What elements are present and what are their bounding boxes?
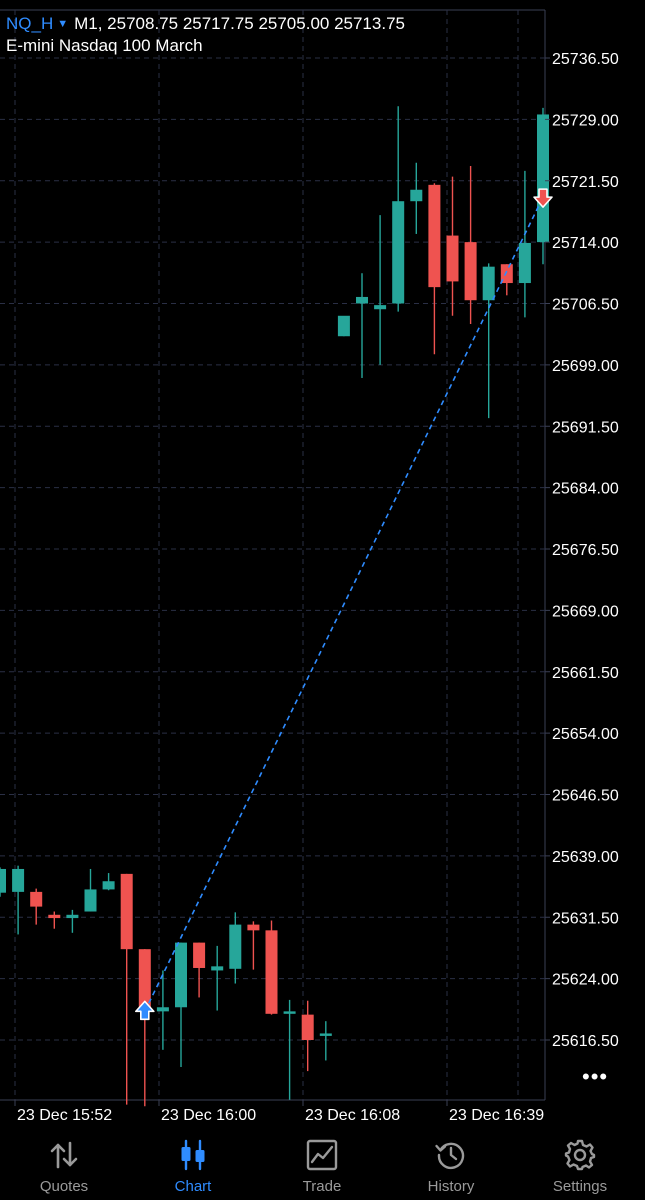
- candle-body: [0, 868, 6, 893]
- price-tick-label: 25639.00: [552, 849, 619, 866]
- price-tick-label: 25706.50: [552, 297, 619, 314]
- chart-area[interactable]: 25736.50 25729.00 25721.50 25714.00 25706.50…: [0, 0, 645, 1132]
- candle-body: [84, 889, 97, 912]
- sell-arrow-icon: [533, 188, 553, 208]
- time-tick-label: 23 Dec 16:08: [305, 1107, 400, 1124]
- candle-body: [175, 942, 187, 1008]
- time-tick-label: 23 Dec 15:52: [17, 1107, 112, 1124]
- candle-body: [446, 235, 459, 282]
- candle-body: [518, 242, 531, 284]
- tab-trade[interactable]: Trade: [267, 1132, 377, 1200]
- tab-label: History: [427, 1178, 475, 1195]
- time-tick-label: 23 Dec 16:00: [161, 1107, 256, 1124]
- tab-history[interactable]: History: [396, 1132, 506, 1200]
- grid: [0, 9, 546, 1101]
- price-tick-label: 25699.00: [552, 358, 619, 375]
- price-tick-label: 25669.00: [552, 603, 619, 620]
- candle-body: [211, 966, 224, 971]
- tab-label: Trade: [302, 1178, 342, 1195]
- price-tick-label: 25631.50: [552, 910, 619, 927]
- candle-body: [102, 881, 115, 890]
- candle-body: [500, 264, 513, 284]
- axes: 25736.50 25729.00 25721.50 25714.00 25706.50…: [14, 51, 619, 1124]
- price-tick-label: 25661.50: [552, 665, 619, 682]
- candle-body: [247, 924, 260, 931]
- candle-body: [283, 1011, 296, 1014]
- candle-body: [482, 266, 495, 301]
- candle-body: [229, 924, 242, 969]
- symbol-description: E-mini Nasdaq 100 March: [6, 36, 203, 55]
- candle-body: [301, 1014, 314, 1040]
- gear-icon: [564, 1139, 596, 1171]
- candle-body: [30, 891, 43, 907]
- trade-markers: [135, 188, 553, 1021]
- candle-body: [392, 201, 405, 304]
- price-chart[interactable]: 25736.50 25729.00 25721.50 25714.00 25706.50…: [0, 0, 645, 1132]
- price-tick-label: 25624.00: [552, 972, 619, 989]
- history-icon: [435, 1142, 465, 1170]
- caret-down-icon[interactable]: ▼: [57, 18, 69, 30]
- price-tick-label: 25691.50: [552, 419, 619, 436]
- tab-label: Quotes: [39, 1178, 89, 1195]
- buy-arrow-icon: [135, 1000, 155, 1021]
- symbol-label[interactable]: NQ_H: [6, 14, 54, 33]
- candle-body: [537, 114, 549, 243]
- candle-body: [12, 868, 25, 892]
- tab-quotes[interactable]: Quotes: [9, 1132, 119, 1200]
- candle-body: [120, 873, 133, 950]
- candle-body: [156, 1007, 169, 1012]
- tab-settings[interactable]: Settings: [525, 1132, 635, 1200]
- price-tick-label: 25684.00: [552, 481, 619, 498]
- price-tick-label: 25654.00: [552, 726, 619, 743]
- trade-line: [144, 196, 544, 1012]
- price-tick-label: 25646.50: [552, 788, 619, 805]
- price-tick-label: 25676.50: [552, 542, 619, 559]
- ohlc-readout: M1, 25708.75 25717.75 25705.00 25713.75: [74, 14, 405, 33]
- price-tick-label: 25721.50: [552, 174, 619, 191]
- more-icon[interactable]: •••: [582, 1064, 609, 1089]
- price-tick-label: 25616.50: [552, 1033, 619, 1050]
- candle-body: [428, 184, 441, 288]
- candle-body: [337, 315, 350, 337]
- price-tick-label: 25736.50: [552, 51, 619, 68]
- bottom-tab-bar: Quotes Chart Trade History: [0, 1132, 645, 1200]
- price-tick-label: 25714.00: [552, 235, 619, 252]
- time-tick-label: 23 Dec 16:39: [449, 1107, 544, 1124]
- candle-body: [319, 1033, 332, 1036]
- candle-body: [66, 914, 79, 919]
- tab-label: Chart: [174, 1178, 212, 1195]
- candle-body: [48, 914, 61, 919]
- candle-body: [265, 930, 278, 1014]
- tab-label: Settings: [552, 1178, 608, 1195]
- trade-icon: [306, 1139, 338, 1171]
- candle-body: [138, 949, 151, 1008]
- quotes-icon: [50, 1141, 78, 1169]
- candles: [0, 106, 549, 1107]
- candle-body: [193, 942, 206, 968]
- candle-body: [410, 189, 423, 202]
- price-tick-label: 25729.00: [552, 112, 619, 129]
- candle-body: [464, 242, 477, 301]
- tab-chart[interactable]: Chart: [138, 1132, 248, 1200]
- candles-icon: [181, 1139, 205, 1171]
- chart-header[interactable]: NQ_H ▼ M1, 25708.75 25717.75 25705.00 2571…: [6, 14, 405, 36]
- candle-body: [374, 305, 387, 310]
- candle-body: [356, 296, 368, 304]
